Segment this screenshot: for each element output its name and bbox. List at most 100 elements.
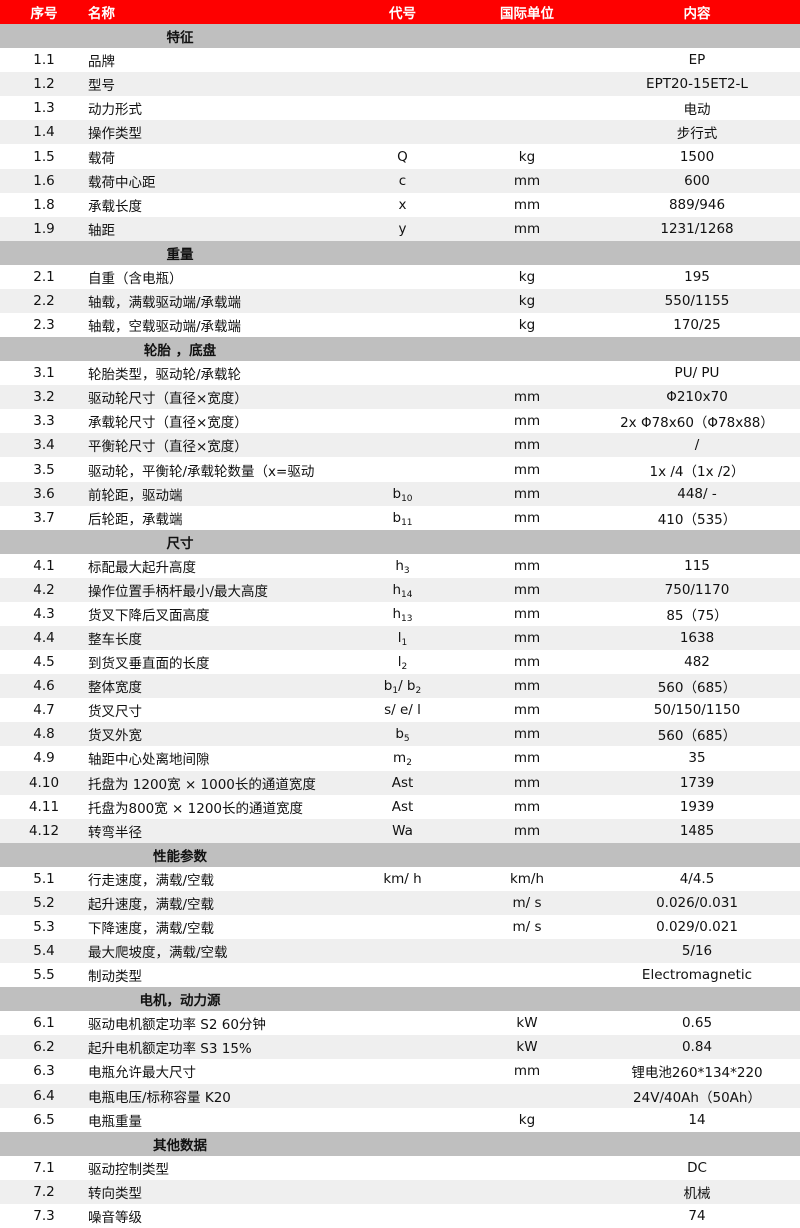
row-no: 5.1 [33, 870, 55, 887]
row-name: 后轮距，承载端 [88, 511, 183, 528]
row-no: 7.3 [33, 1207, 55, 1224]
row-unit: mm [513, 1063, 541, 1080]
row-name: 驱动电机额定功率 S2 60分钟 [88, 1017, 266, 1034]
table-row: 4.11 托盘为800宽 × 1200长的通道宽度 Ast mm 1939 [0, 795, 800, 819]
row-name: 下降速度，满载/空载 [88, 921, 215, 937]
row-code: Q [345, 149, 460, 165]
row-name: 载荷 [88, 150, 115, 167]
row-name: 转弯半径 [88, 824, 142, 841]
row-no: 2.2 [33, 292, 55, 309]
table-row: 1.1 品牌 EP [0, 48, 800, 72]
row-no: 7.1 [33, 1159, 55, 1176]
row-value: 0.84 [681, 1039, 713, 1056]
section-header: 重量 [0, 240, 800, 265]
row-name: 起升电机额定功率 S3 15% [88, 1041, 252, 1058]
section-header: 特征 [0, 24, 800, 49]
table-row: 1.9 轴距 y mm 1231/1268 [0, 216, 800, 241]
row-name: 轴距中心处离地间隙 [88, 752, 210, 769]
table-row: 3.3 承载轮尺寸（直径×宽度） mm 2x Φ78x60（Φ78x88） [0, 409, 800, 433]
table-row: 5.5 制动类型 Electromagnetic [0, 963, 800, 987]
row-value: 1500 [679, 148, 715, 165]
row-unit: km/h [509, 870, 545, 887]
row-no: 5.2 [33, 894, 55, 911]
table-row: 4.12 转弯半径 Wa mm 1485 [0, 818, 800, 843]
row-name: 动力形式 [88, 102, 142, 119]
row-unit: mm [513, 581, 541, 598]
row-no: 6.4 [33, 1087, 55, 1104]
code-text: y [398, 220, 407, 237]
row-unit: mm [513, 702, 541, 719]
table-row: 4.2 操作位置手柄杆最小/最大高度 h14 mm 750/1170 [0, 577, 800, 602]
code-text: b [392, 509, 402, 526]
code-text: b [383, 678, 393, 695]
row-no: 6.1 [33, 1015, 55, 1032]
row-name: 噪音等级 [88, 1209, 142, 1226]
code-subscript: 2 [415, 686, 422, 697]
row-value: 448/ - [677, 485, 717, 502]
row-name: 前轮距，驱动端 [88, 487, 183, 504]
row-unit: mm [513, 605, 541, 622]
row-code: m2 [345, 750, 460, 768]
row-no: 4.12 [28, 822, 60, 839]
row-no: 3.6 [33, 485, 55, 502]
row-unit: mm [513, 437, 541, 454]
code-text: x [398, 196, 407, 213]
header-value: 内容 [683, 6, 711, 23]
row-value: PU/ PU [674, 365, 720, 382]
table-row: 3.2 驱动轮尺寸（直径×宽度） mm Φ210x70 [0, 385, 800, 410]
row-value: 410（535） [657, 511, 737, 528]
row-value: 195 [684, 268, 710, 285]
row-code: s/ e/ l [345, 702, 460, 718]
section-title: 特征 [166, 30, 194, 47]
code-text: s/ e/ l [384, 702, 421, 719]
table-row: 6.4 电瓶电压/标称容量 K20 24V/40Ah（50Ah） [0, 1083, 800, 1108]
table-row: 3.5 驱动轮，平衡轮/承载轮数量（x=驱动 mm 1x /4（1x /2） [0, 457, 800, 481]
row-no: 4.5 [33, 654, 55, 671]
row-name: 电瓶电压/标称容量 K20 [88, 1089, 231, 1106]
section-title: 尺寸 [166, 535, 194, 552]
row-unit: mm [513, 485, 541, 502]
row-value: 0.029/0.021 [656, 919, 738, 935]
table-row: 6.5 电瓶重量 kg 14 [0, 1108, 800, 1132]
row-code: Ast [345, 775, 460, 791]
row-unit: mm [513, 196, 541, 213]
row-value: DC [687, 1159, 707, 1176]
row-no: 2.1 [33, 268, 55, 285]
table-row: 3.7 后轮距，承载端 b11 mm 410（535） [0, 506, 800, 530]
row-no: 3.7 [33, 509, 55, 526]
row-value: 24V/40Ah（50Ah） [633, 1089, 761, 1106]
row-code: c [345, 173, 460, 189]
row-unit: mm [513, 413, 541, 430]
row-value: 85（75） [666, 607, 728, 624]
row-value: 锂电池260*134*220 [631, 1065, 763, 1082]
table-row: 1.6 载荷中心距 c mm 600 [0, 168, 800, 193]
table-row: 7.3 噪音等级 74 [0, 1204, 800, 1228]
section-header: 性能参数 [0, 842, 800, 867]
row-no: 3.2 [33, 389, 55, 406]
row-value: 115 [684, 557, 710, 574]
row-unit: mm [513, 654, 541, 671]
row-unit: mm [513, 798, 541, 815]
row-unit: kg [518, 317, 536, 334]
row-value: EPT20-15ET2-L [646, 76, 748, 93]
row-code: x [345, 197, 460, 213]
row-name: 到货叉垂直面的长度 [88, 656, 210, 673]
row-value: / [694, 437, 700, 454]
row-name: 整体宽度 [88, 680, 142, 697]
row-no: 6.3 [33, 1063, 55, 1080]
table-row: 7.1 驱动控制类型 DC [0, 1156, 800, 1180]
header-name: 名称 [88, 6, 115, 23]
row-name: 电瓶重量 [88, 1113, 142, 1130]
row-code: b1/ b2 [345, 678, 460, 697]
row-value: 482 [684, 654, 710, 671]
code-subscript: 5 [403, 734, 410, 745]
row-value: 5/16 [681, 943, 713, 960]
section-header: 其他数据 [0, 1131, 800, 1156]
row-no: 6.5 [33, 1111, 55, 1128]
row-unit: kg [518, 148, 536, 165]
header-code: 代号 [389, 6, 416, 23]
row-unit: mm [513, 509, 541, 526]
row-no: 6.2 [33, 1039, 55, 1056]
table-row: 2.3 轴载，空载驱动端/承载端 kg 170/25 [0, 313, 800, 337]
row-code: y [345, 221, 460, 237]
